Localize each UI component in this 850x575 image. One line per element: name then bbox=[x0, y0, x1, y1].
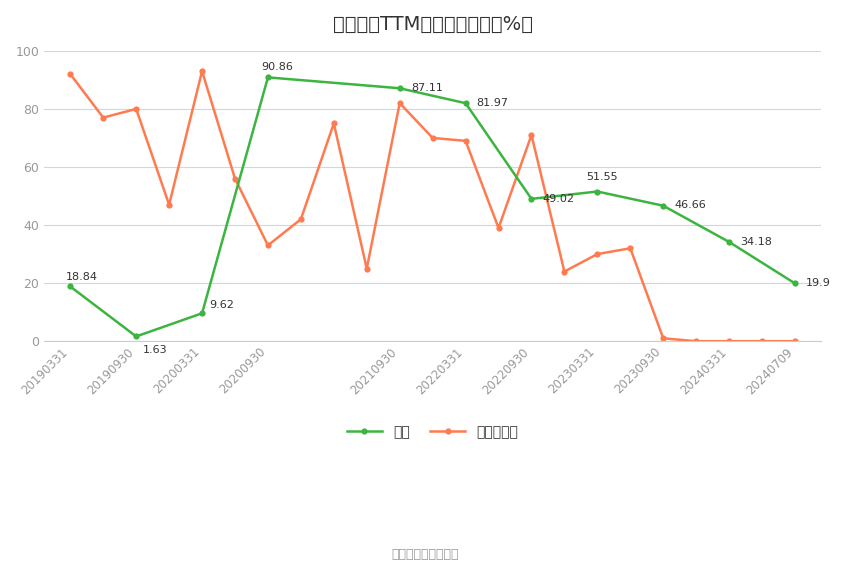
行业中位数 bbox=[691, 338, 701, 344]
行业中位数 bbox=[461, 137, 471, 144]
Text: 1.63: 1.63 bbox=[143, 345, 167, 355]
Text: 9.62: 9.62 bbox=[209, 300, 234, 310]
行业中位数 bbox=[493, 224, 503, 231]
行业中位数 bbox=[296, 216, 306, 223]
公司 bbox=[461, 99, 471, 106]
Text: 81.97: 81.97 bbox=[477, 98, 508, 108]
行业中位数 bbox=[263, 242, 273, 249]
Line: 行业中位数: 行业中位数 bbox=[67, 68, 798, 344]
行业中位数 bbox=[230, 175, 240, 182]
行业中位数 bbox=[197, 68, 207, 75]
Text: 数据来源：恒生聚源: 数据来源：恒生聚源 bbox=[391, 548, 459, 561]
行业中位数 bbox=[361, 265, 371, 272]
公司 bbox=[724, 239, 734, 246]
公司 bbox=[526, 196, 536, 202]
Text: 90.86: 90.86 bbox=[261, 63, 293, 72]
公司 bbox=[658, 202, 668, 209]
行业中位数 bbox=[394, 99, 405, 106]
Line: 公司: 公司 bbox=[67, 74, 798, 340]
行业中位数 bbox=[164, 201, 174, 208]
公司 bbox=[131, 333, 141, 340]
公司 bbox=[592, 188, 603, 195]
Text: 51.55: 51.55 bbox=[586, 172, 618, 182]
Text: 87.11: 87.11 bbox=[411, 83, 443, 93]
公司 bbox=[65, 283, 76, 290]
行业中位数 bbox=[98, 114, 108, 121]
行业中位数 bbox=[428, 135, 438, 141]
行业中位数 bbox=[131, 105, 141, 112]
行业中位数 bbox=[329, 120, 339, 127]
行业中位数 bbox=[526, 132, 536, 139]
Title: 市盈率（TTM）历史百分位（%）: 市盈率（TTM）历史百分位（%） bbox=[332, 15, 533, 34]
公司 bbox=[790, 280, 800, 287]
行业中位数 bbox=[559, 268, 570, 275]
公司 bbox=[197, 310, 207, 317]
Legend: 公司, 行业中位数: 公司, 行业中位数 bbox=[342, 420, 524, 444]
行业中位数 bbox=[592, 251, 603, 258]
行业中位数 bbox=[658, 335, 668, 342]
Text: 49.02: 49.02 bbox=[542, 194, 575, 204]
Text: 19.9: 19.9 bbox=[806, 278, 831, 288]
行业中位数 bbox=[790, 338, 800, 344]
Text: 18.84: 18.84 bbox=[66, 271, 98, 282]
行业中位数 bbox=[65, 71, 76, 78]
行业中位数 bbox=[724, 338, 734, 344]
Text: 34.18: 34.18 bbox=[740, 237, 772, 247]
Text: 46.66: 46.66 bbox=[674, 201, 706, 210]
公司 bbox=[263, 74, 273, 81]
行业中位数 bbox=[626, 245, 636, 252]
公司 bbox=[394, 85, 405, 91]
行业中位数 bbox=[757, 338, 768, 344]
